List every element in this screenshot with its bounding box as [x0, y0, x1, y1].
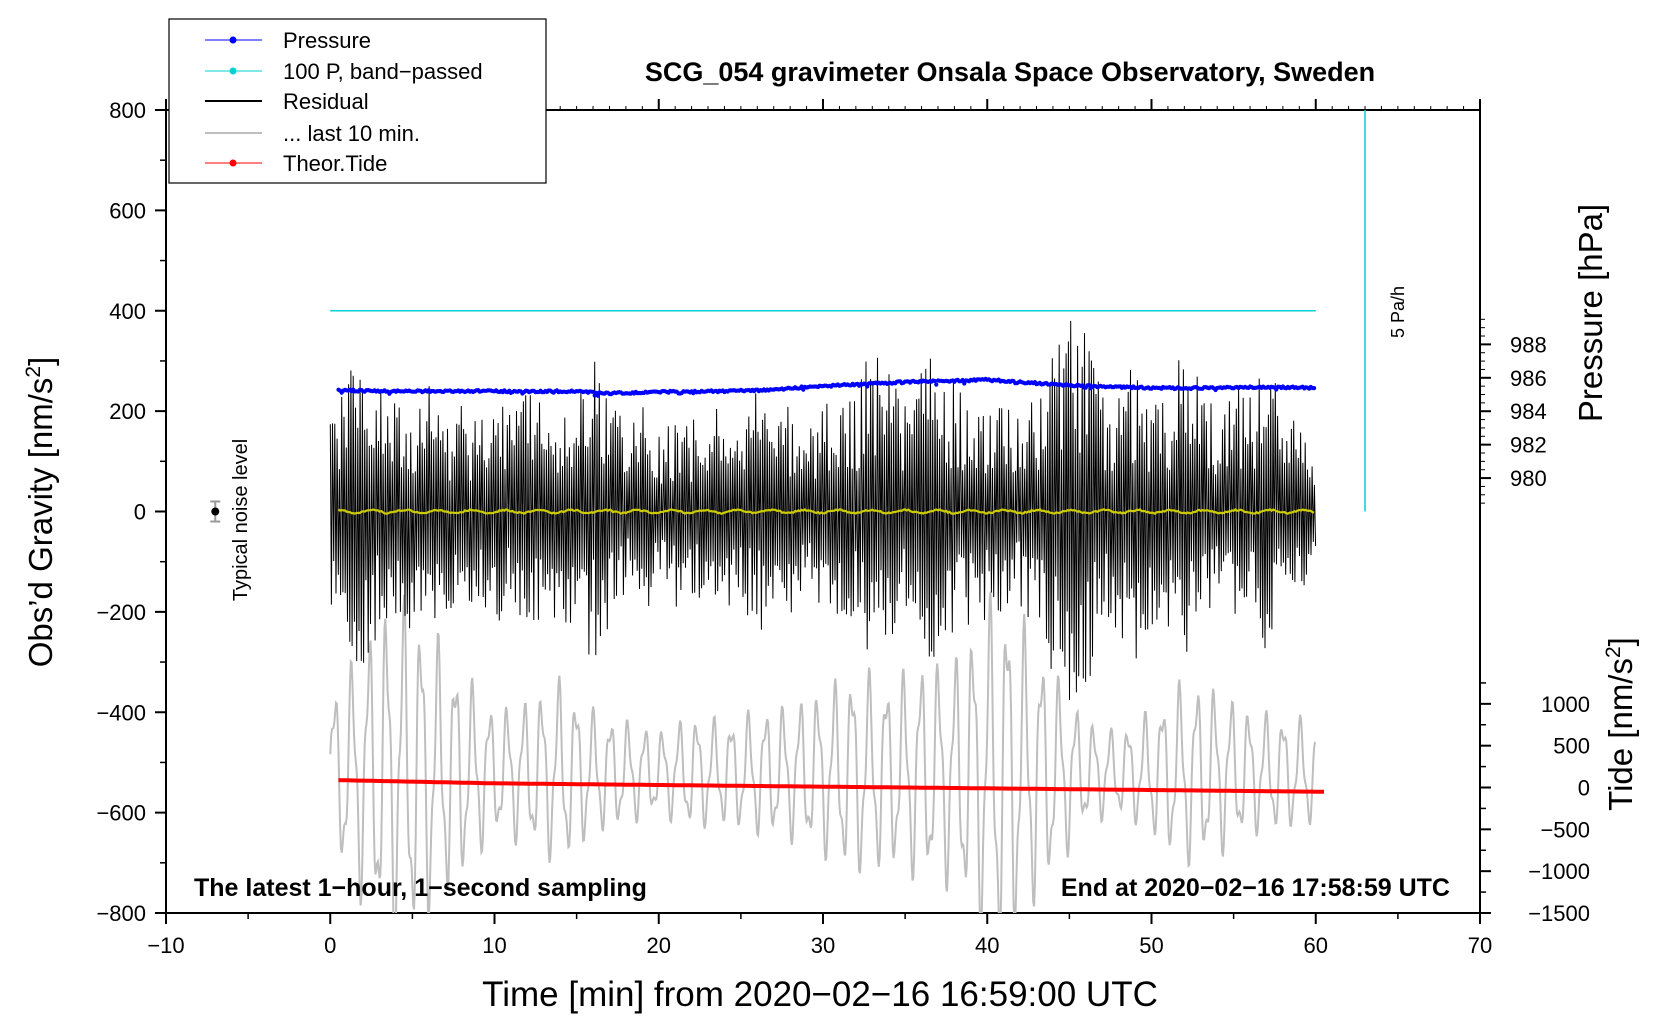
- legend: Pressure 100 P, band−passed Residual ...…: [168, 18, 547, 184]
- noise-point: [211, 507, 220, 516]
- noise-level-label: Typical noise level: [230, 439, 252, 601]
- smoothed-residual-line: [337, 507, 1315, 516]
- tide-tick-label: 1000: [1541, 692, 1590, 717]
- y-axis-label-end: ]: [22, 357, 59, 366]
- y-axis-label-text: Obs’d Gravity [nm/s: [22, 378, 59, 668]
- x-axis-label: Time [min] from 2020−02−16 16:59:00 UTC: [482, 975, 1158, 1014]
- y-tick-label: 400: [109, 299, 146, 324]
- tide-axis-label-sup: 2: [1602, 646, 1625, 658]
- legend-marker-pressure: [229, 36, 237, 44]
- y-axis-label-sup: 2: [22, 366, 45, 378]
- y-tick-label: −200: [96, 600, 146, 625]
- annotation-sampling: The latest 1−hour, 1−second sampling: [194, 874, 647, 902]
- pressure-point: [590, 389, 596, 394]
- x-tick-label: −10: [147, 933, 184, 958]
- series-smoothed-residual: [337, 507, 1315, 516]
- chart-title: SCG_054 gravimeter Onsala Space Observat…: [645, 57, 1375, 87]
- annotation-end-time: End at 2020−02−16 17:58:59 UTC: [1061, 874, 1450, 902]
- pressure-point: [1312, 386, 1317, 391]
- tide-tick-label: −1000: [1528, 859, 1590, 884]
- y-tick-label: −800: [96, 901, 146, 926]
- plot-area: [210, 110, 1366, 913]
- legend-label-theor-tide: Theor.Tide: [283, 151, 387, 176]
- x-axis: −10 0 10 20 30 40 50 60 70: [147, 99, 1492, 958]
- series-residual: [329, 320, 1317, 700]
- residual-line: [329, 320, 1317, 700]
- tide-axis-label-text: Tide [nm/s: [1602, 658, 1639, 811]
- tide-axis-label: Tide [nm/s2]: [1602, 637, 1639, 811]
- x-tick-label: 40: [975, 933, 999, 958]
- tide-tick-label: 500: [1553, 734, 1590, 759]
- tide-tick-label: −1500: [1528, 901, 1590, 926]
- legend-label-band-passed: 100 P, band−passed: [283, 59, 483, 84]
- tide-axis: −1500 −1000 −500 0 500 1000: [1480, 682, 1590, 926]
- pressure-rate-label: 5 Pa/h: [1388, 286, 1408, 338]
- x-tick-label: 70: [1468, 933, 1492, 958]
- series-pressure: [336, 376, 1317, 398]
- pressure-axis: 980 982 984 986 988: [1480, 318, 1547, 504]
- legend-marker-theor-tide: [229, 159, 237, 167]
- legend-marker-band-passed: [229, 67, 237, 75]
- theoretical-tide-line: [338, 778, 1324, 794]
- pressure-point: [1087, 383, 1092, 388]
- pressure-point: [799, 384, 804, 389]
- x-tick-label: 10: [482, 933, 506, 958]
- pressure-tick-label: 984: [1510, 399, 1547, 424]
- y-tick-label: 800: [109, 98, 146, 123]
- y-tick-label: 600: [109, 198, 146, 223]
- y-tick-label: 0: [134, 500, 146, 525]
- y-tick-label: −400: [96, 700, 146, 725]
- y-tick-label: −600: [96, 801, 146, 826]
- pressure-tick-label: 980: [1510, 466, 1547, 491]
- y-axis-label: Obs’d Gravity [nm/s2]: [22, 357, 59, 668]
- x-tick-label: 50: [1139, 933, 1163, 958]
- pressure-point: [595, 393, 601, 398]
- pressure-tick-label: 982: [1510, 433, 1547, 458]
- pressure-tick-label: 986: [1510, 366, 1547, 391]
- last-10-min-line: [329, 591, 1316, 913]
- pressure-point: [934, 382, 939, 387]
- legend-label-last-10-min: ... last 10 min.: [283, 121, 420, 146]
- legend-label-residual: Residual: [283, 89, 369, 114]
- x-tick-label: 0: [324, 933, 336, 958]
- legend-label-pressure: Pressure: [283, 28, 371, 53]
- tide-tick-label: 0: [1578, 776, 1590, 801]
- pressure-point: [932, 378, 937, 384]
- y-axis: −800 −600 −400 −200 0 200 400 600 800: [96, 98, 166, 926]
- pressure-tick-label: 988: [1510, 332, 1547, 357]
- series-last-10-min: [329, 591, 1316, 913]
- pressure-point: [960, 377, 965, 383]
- x-tick-label: 30: [811, 933, 835, 958]
- pressure-point: [865, 384, 870, 389]
- tide-tick-label: −500: [1540, 817, 1590, 842]
- y-tick-label: 200: [109, 399, 146, 424]
- x-tick-label: 60: [1304, 933, 1328, 958]
- noise-level-marker: [210, 500, 221, 523]
- x-tick-label: 20: [647, 933, 671, 958]
- series-theoretical-tide: [338, 778, 1324, 794]
- pressure-axis-label: Pressure [hPa]: [1572, 204, 1609, 422]
- tide-axis-label-end: ]: [1602, 637, 1639, 646]
